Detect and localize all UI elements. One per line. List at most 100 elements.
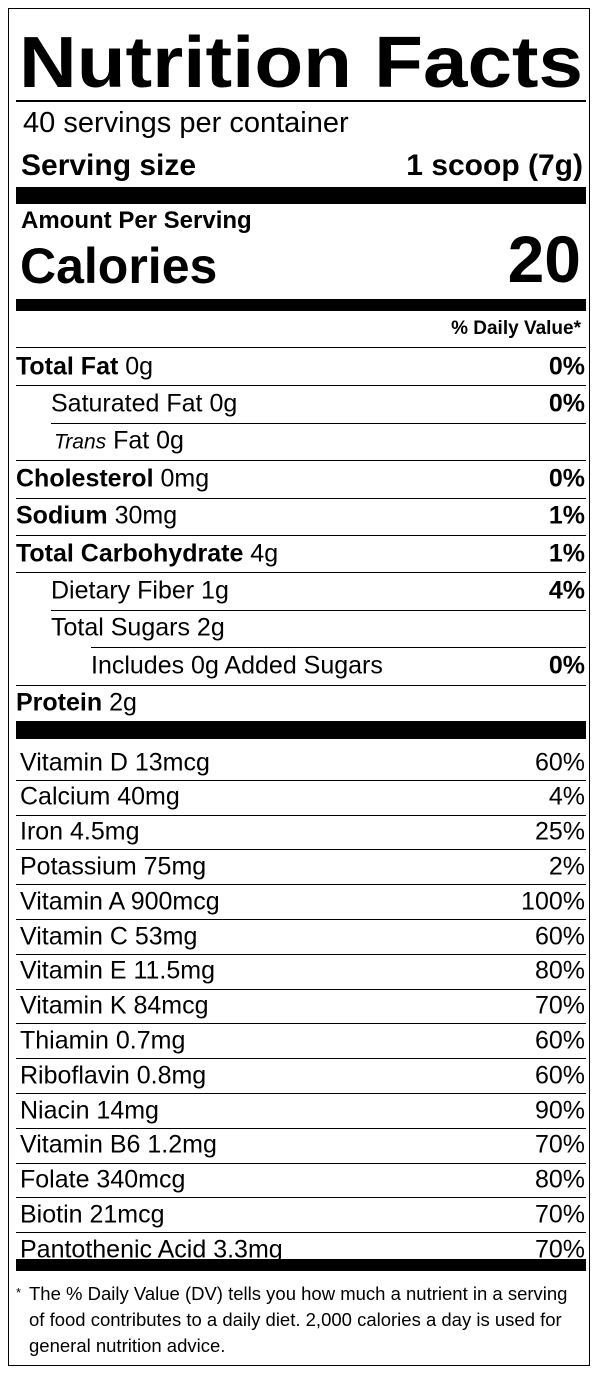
divider	[16, 814, 586, 816]
divider	[51, 422, 586, 424]
divider	[16, 385, 586, 387]
nutrient-name: Fat	[113, 426, 150, 455]
vitamin-row: Folate 340mcg 80%	[9, 1163, 591, 1198]
nutrient-name: Saturated Fat	[51, 389, 203, 418]
vitamin-name: Folate 340mcg	[20, 1165, 186, 1194]
vitamin-name: Vitamin K 84mcg	[20, 991, 209, 1020]
vitamin-row: Niacin 14mg 90%	[9, 1093, 591, 1128]
nutrient-dv: 0%	[548, 464, 585, 493]
vitamin-dv: 90%	[534, 1096, 585, 1124]
divider	[16, 684, 586, 686]
nutrient-label: Total Carbohydrate 4g	[16, 539, 278, 568]
divider	[16, 1197, 586, 1199]
vitamin-dv: 60%	[534, 922, 585, 950]
nutrient-amount: 0mg	[160, 464, 210, 493]
nutrient-name: Dietary Fiber	[51, 576, 195, 605]
divider	[16, 884, 586, 886]
nutrient-label: Total Sugars 2g	[51, 614, 225, 643]
title: Nutrition Facts	[19, 23, 583, 97]
serving-size-value: 1 scoop (7g)	[406, 149, 583, 182]
vitamin-dv: 60%	[534, 1026, 585, 1055]
vitamin-name: Calcium 40mg	[20, 782, 180, 811]
vitamin-name: Thiamin 0.7mg	[20, 1026, 186, 1055]
divider	[16, 779, 586, 781]
vitamin-row: Thiamin 0.7mg 60%	[9, 1023, 591, 1058]
vitamin-name: Iron 4.5mg	[20, 817, 140, 846]
vitamin-name: Riboflavin 0.8mg	[20, 1061, 207, 1090]
vitamin-name: Pantothenic Acid 3.3mg	[20, 1235, 283, 1264]
divider	[16, 1058, 586, 1060]
nutrient-amount: 1g	[201, 576, 229, 605]
nutrient-name: Includes 0g Added Sugars	[91, 651, 383, 680]
calories-label: Calories	[20, 238, 218, 294]
vitamin-row: Vitamin A 900mcg 100%	[9, 884, 591, 919]
nutrient-dv: 1%	[548, 501, 585, 530]
nutrient-amount: 0g	[209, 389, 238, 418]
nutrient-row: Includes 0g Added Sugars 0%	[9, 647, 591, 684]
nutrient-row: Sodium 30mg 1%	[9, 498, 591, 535]
vitamin-dv: 4%	[548, 782, 585, 811]
nutrient-label: Includes 0g Added Sugars	[91, 651, 383, 680]
nutrient-name: Total Carbohydrate	[16, 539, 244, 567]
thick-divider	[16, 299, 586, 311]
nutrient-row: Dietary Fiber 1g 4%	[9, 572, 591, 609]
vitamin-dv: 60%	[534, 1061, 585, 1090]
thick-divider	[16, 187, 586, 204]
nutrient-name: Total Fat	[16, 352, 119, 380]
nutrient-row: Total Sugars 2g	[9, 610, 591, 647]
divider	[16, 953, 586, 955]
nutrient-row: Trans Fat 0g	[9, 423, 591, 460]
nutrient-label: Trans Fat 0g	[54, 427, 184, 456]
divider	[16, 919, 586, 920]
nutrient-amount: 0g	[125, 352, 154, 380]
divider	[16, 572, 586, 574]
nutrient-label: Saturated Fat 0g	[51, 389, 237, 418]
nutrient-amount: 0g	[156, 426, 184, 455]
vitamin-row: Biotin 21mcg 70%	[9, 1197, 591, 1232]
nutrient-name: Sodium	[16, 501, 108, 530]
vitamin-dv: 60%	[534, 748, 585, 776]
vitamin-row: Vitamin C 53mg 60%	[9, 919, 591, 954]
servings: 40 servings per container	[23, 107, 349, 139]
vitamin-name: Vitamin C 53mg	[20, 922, 198, 950]
vitamin-row: Calcium 40mg 4%	[9, 780, 591, 815]
title-box: Nutrition Facts	[19, 23, 583, 97]
divider	[16, 1023, 586, 1025]
divider	[16, 1162, 586, 1164]
divider	[16, 100, 586, 102]
vitamin-row: Riboflavin 0.8mg 60%	[9, 1058, 591, 1093]
daily-value-header: % Daily Value*	[451, 318, 581, 339]
vitamin-row: Vitamin E 11.5mg 80%	[9, 954, 591, 989]
vitamin-dv: 70%	[534, 1235, 585, 1264]
nutrient-amount: 2g	[109, 688, 137, 717]
nutrient-prefix: Trans	[54, 430, 107, 454]
nutrient-name: Cholesterol	[16, 464, 154, 493]
divider	[16, 497, 586, 499]
thick-divider	[16, 721, 586, 739]
vitamin-row: Vitamin K 84mcg 70%	[9, 989, 591, 1024]
vitamin-name: Biotin 21mcg	[20, 1200, 165, 1229]
nutrition-label: Nutrition Facts 40 servings per containe…	[8, 8, 590, 1366]
nutrient-name: Protein	[16, 688, 103, 717]
nutrient-amount: 4g	[250, 539, 279, 567]
vitamin-dv: 70%	[534, 991, 585, 1020]
divider	[16, 1093, 586, 1094]
vitamin-dv: 100%	[521, 887, 585, 916]
vitamin-name: Potassium 75mg	[20, 852, 207, 881]
vitamin-row: Iron 4.5mg 25%	[9, 815, 591, 850]
nutrient-dv: 0%	[548, 389, 585, 418]
divider	[16, 535, 586, 536]
nutrient-label: Cholesterol 0mg	[16, 464, 209, 493]
nutrient-dv: 4%	[548, 576, 585, 605]
amount-per-serving: Amount Per Serving	[21, 207, 252, 234]
nutrient-dv: 1%	[548, 539, 585, 567]
divider	[16, 460, 586, 462]
nutrient-dv: 0%	[548, 651, 585, 680]
vitamin-dv: 70%	[534, 1200, 585, 1229]
nutrient-label: Total Fat 0g	[16, 352, 153, 381]
nutrient-label: Protein 2g	[16, 689, 137, 718]
divider	[16, 988, 586, 990]
divider	[91, 647, 586, 649]
nutrient-label: Dietary Fiber 1g	[51, 576, 229, 605]
